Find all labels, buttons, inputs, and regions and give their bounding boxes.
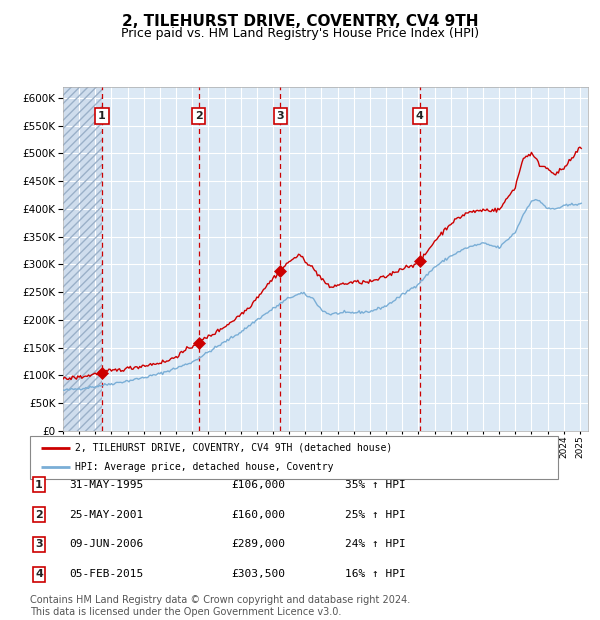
Text: 4: 4 (416, 111, 424, 121)
Text: Contains HM Land Registry data © Crown copyright and database right 2024.
This d: Contains HM Land Registry data © Crown c… (30, 595, 410, 617)
Text: 09-JUN-2006: 09-JUN-2006 (69, 539, 143, 549)
Text: 31-MAY-1995: 31-MAY-1995 (69, 480, 143, 490)
Text: £289,000: £289,000 (231, 539, 285, 549)
Text: 2: 2 (35, 510, 43, 520)
Text: 2: 2 (195, 111, 203, 121)
Text: 1: 1 (98, 111, 106, 121)
FancyBboxPatch shape (30, 436, 558, 479)
Text: 24% ↑ HPI: 24% ↑ HPI (345, 539, 406, 549)
Text: 3: 3 (276, 111, 284, 121)
Text: 05-FEB-2015: 05-FEB-2015 (69, 569, 143, 579)
Text: Price paid vs. HM Land Registry's House Price Index (HPI): Price paid vs. HM Land Registry's House … (121, 27, 479, 40)
Text: £160,000: £160,000 (231, 510, 285, 520)
Text: 16% ↑ HPI: 16% ↑ HPI (345, 569, 406, 579)
Text: 35% ↑ HPI: 35% ↑ HPI (345, 480, 406, 490)
Text: HPI: Average price, detached house, Coventry: HPI: Average price, detached house, Cove… (75, 463, 334, 472)
Text: 4: 4 (35, 569, 43, 579)
Text: £106,000: £106,000 (231, 480, 285, 490)
Text: 3: 3 (35, 539, 43, 549)
Text: 25-MAY-2001: 25-MAY-2001 (69, 510, 143, 520)
Text: £303,500: £303,500 (231, 569, 285, 579)
Bar (63, 87, 102, 431)
Text: 25% ↑ HPI: 25% ↑ HPI (345, 510, 406, 520)
Bar (63, 87, 102, 431)
Text: 1: 1 (35, 480, 43, 490)
Text: 2, TILEHURST DRIVE, COVENTRY, CV4 9TH: 2, TILEHURST DRIVE, COVENTRY, CV4 9TH (122, 14, 478, 29)
Text: 2, TILEHURST DRIVE, COVENTRY, CV4 9TH (detached house): 2, TILEHURST DRIVE, COVENTRY, CV4 9TH (d… (75, 443, 392, 453)
